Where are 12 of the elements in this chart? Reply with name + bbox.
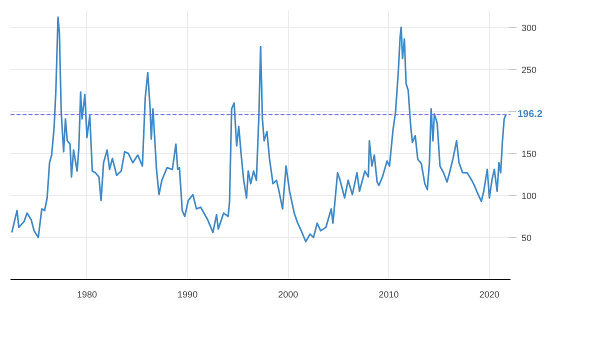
x-tick-label: 1990	[178, 290, 198, 300]
y-tick-label: 50	[522, 232, 532, 243]
x-tick-label: 2020	[479, 290, 500, 300]
y-tick-label: 100	[522, 190, 537, 201]
ref-line-label: 196.2	[518, 109, 543, 120]
x-tick-label: 2000	[278, 290, 298, 300]
y-tick-label: 250	[522, 64, 537, 75]
x-tick-label: 2010	[378, 290, 399, 300]
y-tick-label: 150	[522, 148, 537, 159]
line-series	[11, 16, 507, 242]
x-tick-label: 1980	[76, 290, 97, 300]
y-tick-label: 300	[522, 22, 537, 33]
